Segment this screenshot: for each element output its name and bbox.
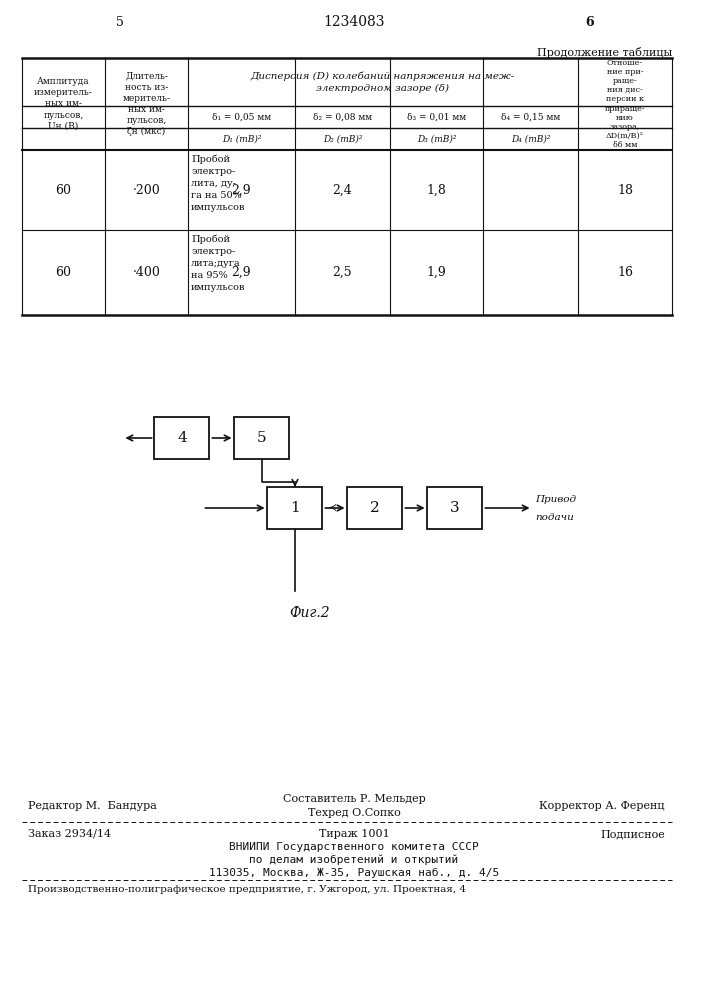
Text: Длитель-
ность из-
меритель-
ных им-
пульсов,
ζн (мкс): Длитель- ность из- меритель- ных им- пул… [122, 72, 170, 136]
Text: по делам изобретений и открытий: по делам изобретений и открытий [250, 855, 459, 865]
Text: D₁ (mB)²: D₁ (mB)² [222, 134, 262, 143]
Text: Амплитуда
измеритель-
ных им-
пульсов,
Uн (В): Амплитуда измеритель- ных им- пульсов, U… [34, 77, 93, 131]
Text: 2,9: 2,9 [232, 266, 251, 279]
Text: 1,8: 1,8 [426, 184, 446, 196]
Text: 6: 6 [585, 15, 595, 28]
Text: Заказ 2934/14: Заказ 2934/14 [28, 829, 111, 839]
Text: δ₂ = 0,08 мм: δ₂ = 0,08 мм [313, 112, 372, 121]
Text: Корректор А. Ференц: Корректор А. Ференц [539, 801, 665, 811]
Text: Дисперсия (D) колебаний напряжения на меж-
электродном зазоре (δ): Дисперсия (D) колебаний напряжения на ме… [251, 71, 515, 93]
Text: 4: 4 [177, 431, 187, 445]
Bar [348, 487, 402, 529]
Text: 1: 1 [290, 501, 300, 515]
Text: D₃ (mB)²: D₃ (mB)² [416, 134, 456, 143]
Text: Привод: Привод [535, 494, 577, 504]
Text: 60: 60 [56, 266, 71, 279]
Text: D₄ (mB)²: D₄ (mB)² [510, 134, 550, 143]
Text: D₂ (mB)²: D₂ (mB)² [323, 134, 362, 143]
Text: Производственно-полиграфическое предприятие, г. Ужгород, ул. Проектная, 4: Производственно-полиграфическое предприя… [28, 886, 466, 894]
Text: 3: 3 [450, 501, 460, 515]
Text: Пробой
электро-
лита;дуга
на 95%
импульсов: Пробой электро- лита;дуга на 95% импульс… [191, 235, 245, 292]
Text: ≺: ≺ [328, 503, 338, 513]
Text: 16: 16 [617, 266, 633, 279]
Bar [428, 487, 482, 529]
Text: δ₃ = 0,01 мм: δ₃ = 0,01 мм [407, 112, 466, 121]
Bar [235, 417, 289, 459]
Text: подачи: подачи [535, 512, 574, 522]
Text: 2,5: 2,5 [333, 266, 352, 279]
Text: δ₄ = 0,15 мм: δ₄ = 0,15 мм [501, 112, 560, 121]
Text: 2,9: 2,9 [232, 184, 251, 196]
Text: Продолжение таблицы: Продолжение таблицы [537, 46, 672, 57]
Text: 2: 2 [370, 501, 380, 515]
Text: Тираж 1001: Тираж 1001 [319, 829, 390, 839]
Bar [155, 417, 209, 459]
Text: 1234083: 1234083 [323, 15, 385, 29]
Text: Фиг.2: Фиг.2 [290, 606, 330, 620]
Text: ·200: ·200 [133, 184, 160, 196]
Text: δ₁ = 0,05 мм: δ₁ = 0,05 мм [212, 112, 271, 121]
Text: 1,9: 1,9 [426, 266, 446, 279]
Text: Отноше-
ние при-
раще-
ния дис-
персии к
прираще-
нию
зазора,
ΔD(m/B)²
δб мм: Отноше- ние при- раще- ния дис- персии к… [604, 59, 645, 149]
Text: Редактор М.  Бандура: Редактор М. Бандура [28, 801, 157, 811]
Text: 113035, Москва, Ж-35, Раушская наб., д. 4/5: 113035, Москва, Ж-35, Раушская наб., д. … [209, 868, 499, 878]
Text: Техред О.Сопко: Техред О.Сопко [308, 808, 400, 818]
Text: Составитель Р. Мельдер: Составитель Р. Мельдер [283, 794, 426, 804]
Bar [267, 487, 322, 529]
Text: 2,4: 2,4 [332, 184, 352, 196]
Text: Пробой
электро-
лита, ду-
га на 50%
импульсов: Пробой электро- лита, ду- га на 50% импу… [191, 155, 245, 212]
Text: 5: 5 [116, 15, 124, 28]
Text: 5: 5 [257, 431, 267, 445]
Text: 60: 60 [56, 184, 71, 196]
Text: ·400: ·400 [132, 266, 160, 279]
Text: 18: 18 [617, 184, 633, 196]
Text: Подписное: Подписное [600, 829, 665, 839]
Text: ВНИИПИ Государственного комитета СССР: ВНИИПИ Государственного комитета СССР [229, 842, 479, 852]
